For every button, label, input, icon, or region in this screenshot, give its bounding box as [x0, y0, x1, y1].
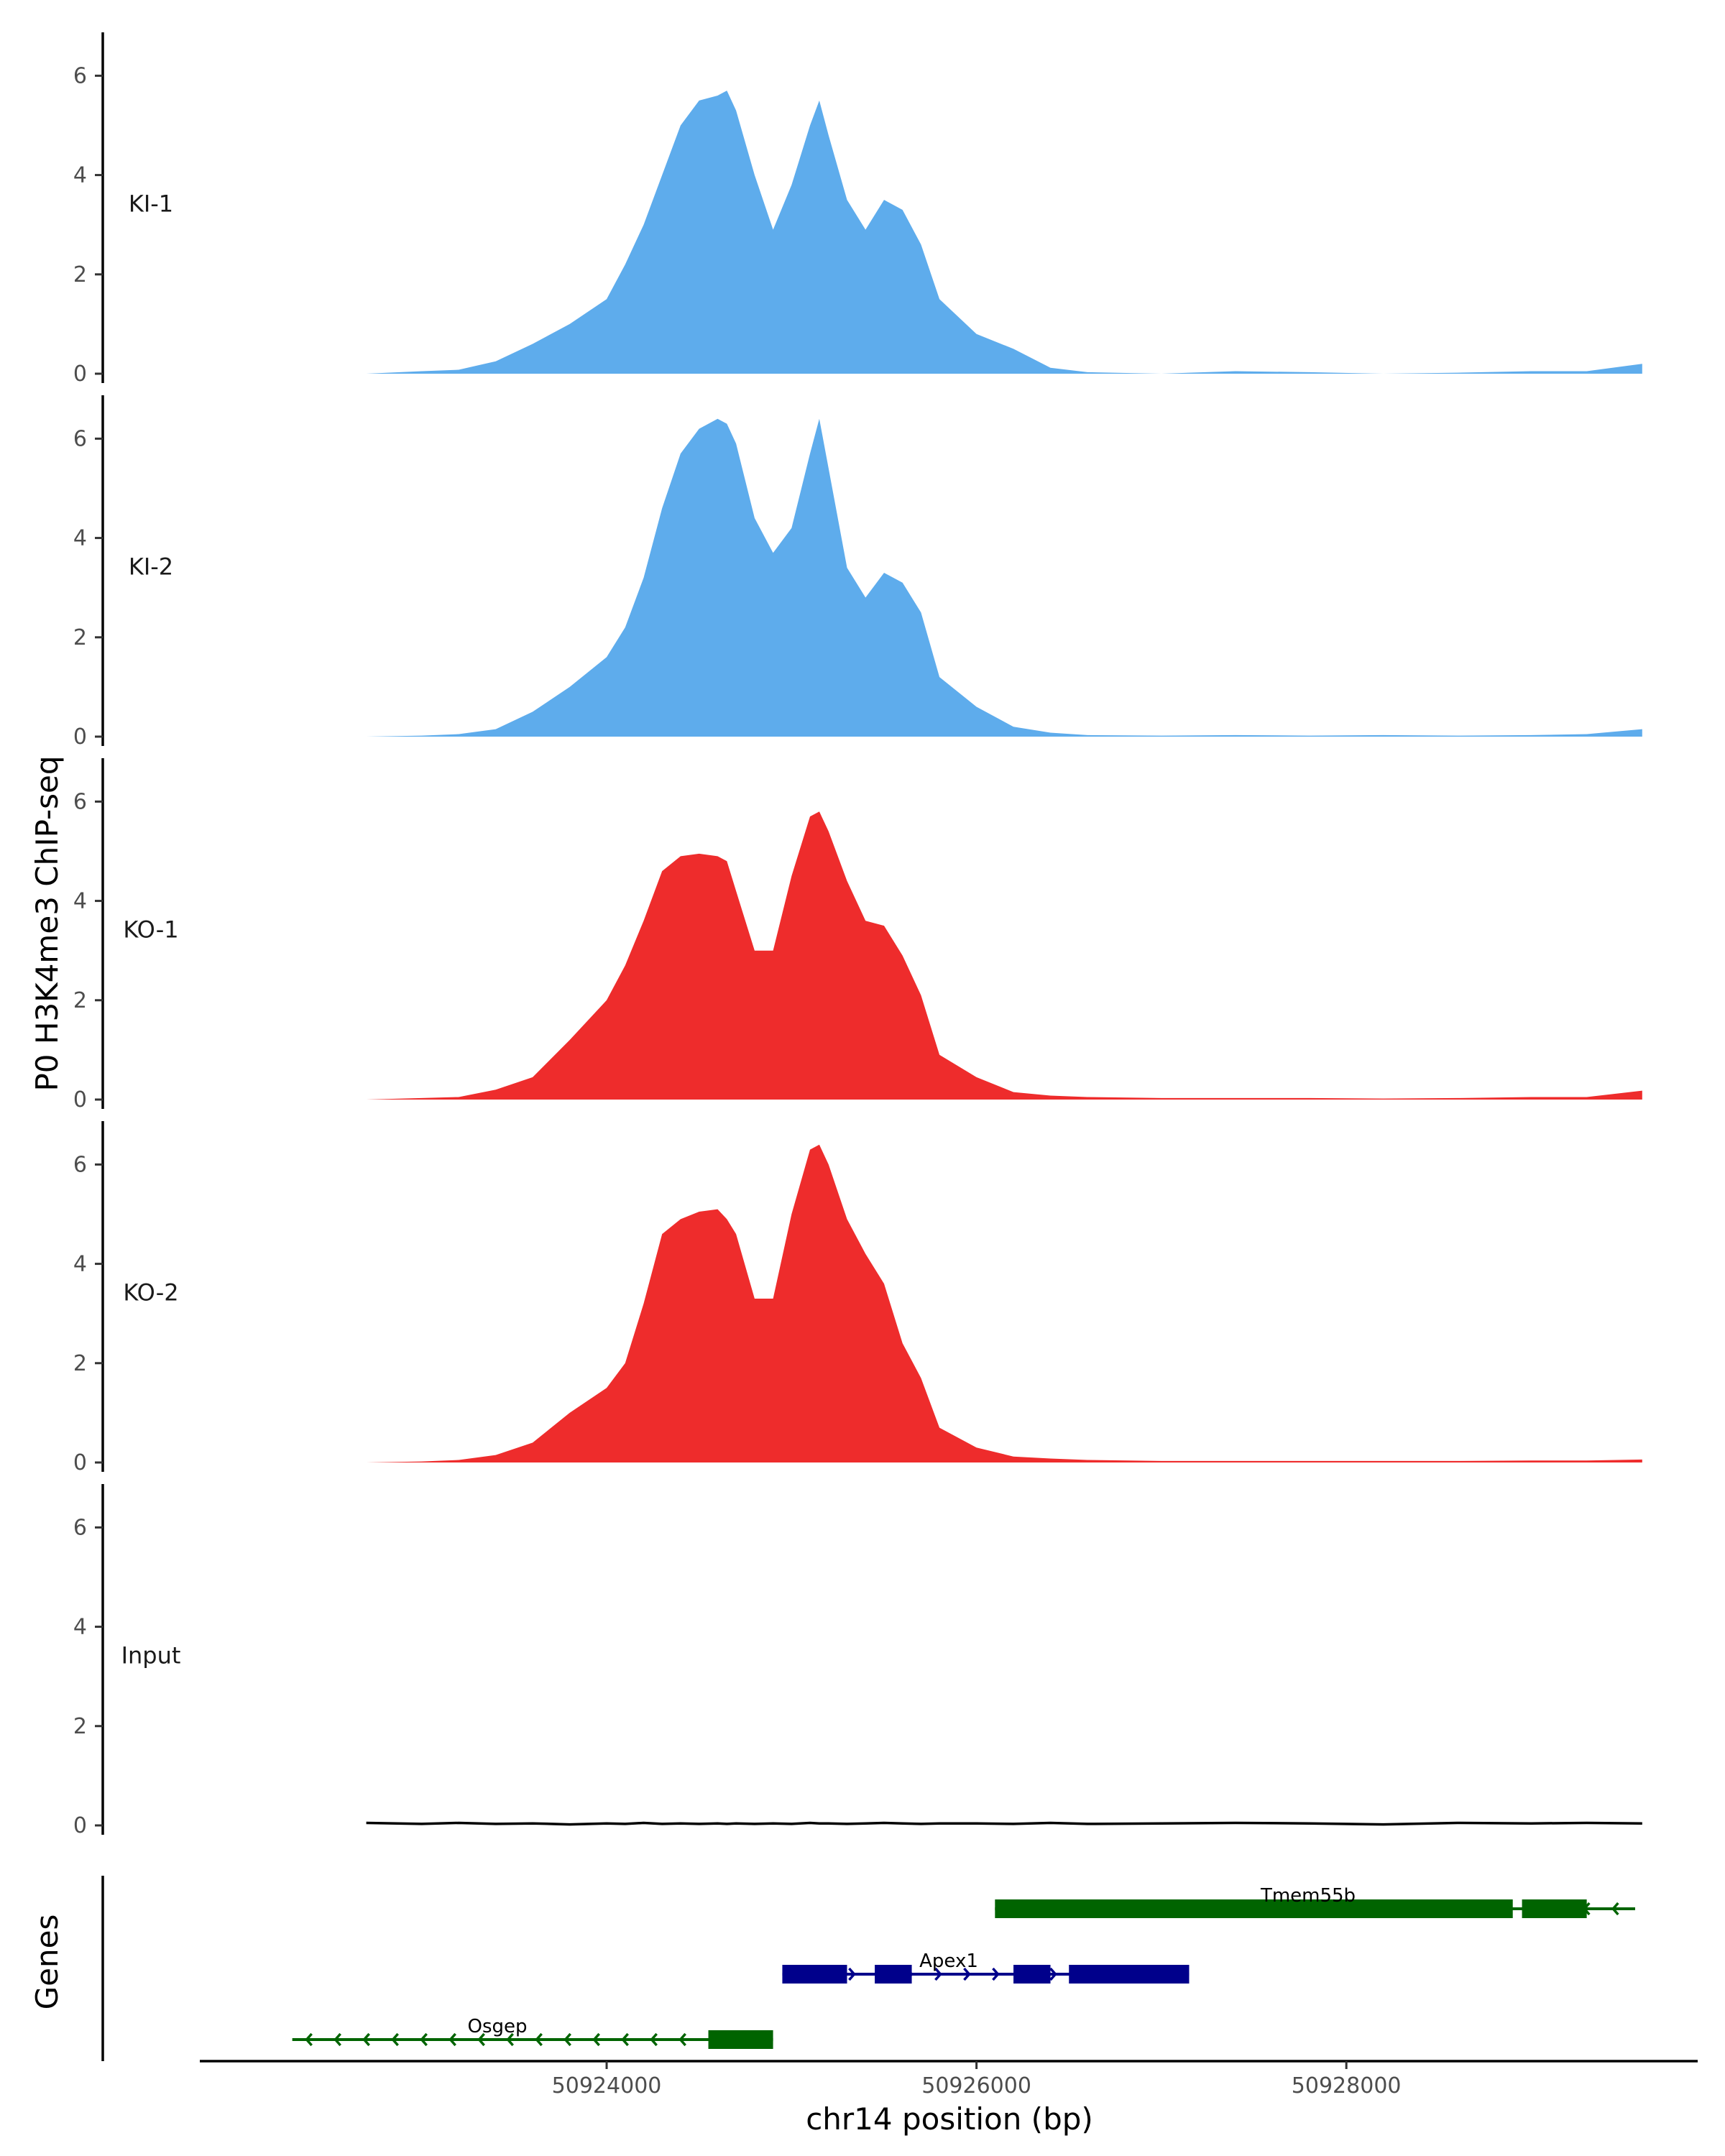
track-ko-1: 0 2 4 6 KO-1: [73, 758, 1642, 1112]
gene-annotation-track: Tmem55b Apex1 Osgep: [101, 1876, 1635, 2061]
series-area-ki-2: [366, 418, 1642, 737]
gene-label: Tmem55b: [1260, 1885, 1356, 1907]
track-label: KI-1: [129, 190, 173, 218]
x-tick-label: 50924000: [552, 2073, 662, 2099]
x-tick-label: 50928000: [1292, 2073, 1402, 2099]
strand-arrow: [678, 2032, 686, 2047]
track-ko-2: 0 2 4 6 KO-2: [73, 1121, 1642, 1475]
y-tick-label: 0: [73, 724, 87, 750]
series-area-ko-1: [366, 811, 1642, 1100]
gene-apex1: Apex1: [782, 1950, 1190, 1984]
strand-arrow: [334, 2032, 341, 2047]
strand-arrow: [564, 2032, 571, 2047]
y-tick-label: 6: [73, 426, 87, 451]
strand-arrow: [506, 2032, 514, 2047]
gene-exon: [708, 2030, 773, 2049]
y-tick-label: 0: [73, 361, 87, 387]
strand-arrow: [592, 2032, 600, 2047]
y-tick-label: 0: [73, 1087, 87, 1112]
series-line-input: [366, 1821, 1642, 1826]
y-tick-label: 6: [73, 1515, 87, 1540]
genes-track-title: Genes: [29, 1915, 65, 2010]
coverage-tracks: 0 2 4 6 KI-1 0 2 4 6 KI-2 0 2 4 6 KO-1 0 2 4 6 KO-2 0 2 4 6 Inpu…: [73, 32, 1642, 1838]
gene-exon: [782, 1965, 847, 1984]
strand-arrow: [934, 1967, 942, 1981]
y-tick-label: 6: [73, 1152, 87, 1177]
y-tick-label: 2: [73, 262, 87, 287]
strand-arrow: [1611, 1902, 1619, 1916]
track-label: KO-1: [123, 916, 178, 944]
gene-osgep: Osgep: [292, 2016, 773, 2049]
y-tick-label: 4: [73, 889, 87, 914]
y-tick-label: 2: [73, 1351, 87, 1376]
gene-exon: [995, 1899, 1513, 1918]
gene-exon: [1013, 1965, 1051, 1984]
gene-tmem55b: Tmem55b: [995, 1885, 1635, 1918]
gene-exon: [875, 1965, 912, 1984]
gene-exon: [1069, 1965, 1190, 1984]
strand-arrow: [992, 1967, 1000, 1981]
y-tick-label: 0: [73, 1813, 87, 1838]
y-tick-label: 2: [73, 988, 87, 1013]
strand-arrow: [848, 1967, 856, 1981]
y-tick-label: 6: [73, 789, 87, 814]
track-ki-2: 0 2 4 6 KI-2: [73, 395, 1642, 750]
x-axis-title: chr14 position (bp): [806, 2101, 1093, 2137]
track-label: Input: [121, 1642, 181, 1669]
strand-arrow: [963, 1967, 971, 1981]
track-label: KI-2: [129, 553, 173, 581]
strand-arrow: [621, 2032, 629, 2047]
strand-arrow: [448, 2032, 456, 2047]
series-area-ki-1: [366, 91, 1642, 374]
gene-label: Osgep: [467, 2016, 527, 2037]
strand-arrow: [420, 2032, 428, 2047]
y-axis-title: P0 H3K4me3 ChIP-seq: [29, 755, 65, 1091]
strand-arrow: [391, 2032, 399, 2047]
gene-exon: [1522, 1899, 1587, 1918]
y-tick-label: 2: [73, 1714, 87, 1739]
y-tick-label: 4: [73, 163, 87, 188]
y-tick-label: 4: [73, 1615, 87, 1640]
strand-arrow: [650, 2032, 658, 2047]
series-area-ko-2: [366, 1144, 1642, 1462]
y-tick-label: 2: [73, 625, 87, 650]
y-tick-label: 0: [73, 1450, 87, 1475]
x-tick-label: 50926000: [921, 2073, 1031, 2099]
strand-arrow: [535, 2032, 543, 2047]
strand-arrow: [305, 2032, 313, 2047]
gene-label: Apex1: [919, 1950, 978, 1972]
x-axis: 50924000 50926000 50928000: [200, 2060, 1698, 2099]
y-tick-label: 4: [73, 526, 87, 551]
track-label: KO-2: [123, 1279, 178, 1307]
y-tick-label: 4: [73, 1252, 87, 1277]
strand-arrow: [477, 2032, 485, 2047]
strand-arrow: [362, 2032, 370, 2047]
track-ki-1: 0 2 4 6 KI-1: [73, 32, 1642, 387]
strand-arrow: [1049, 1967, 1057, 1981]
y-tick-label: 6: [73, 63, 87, 88]
track-input: 0 2 4 6 Input: [73, 1484, 1642, 1838]
